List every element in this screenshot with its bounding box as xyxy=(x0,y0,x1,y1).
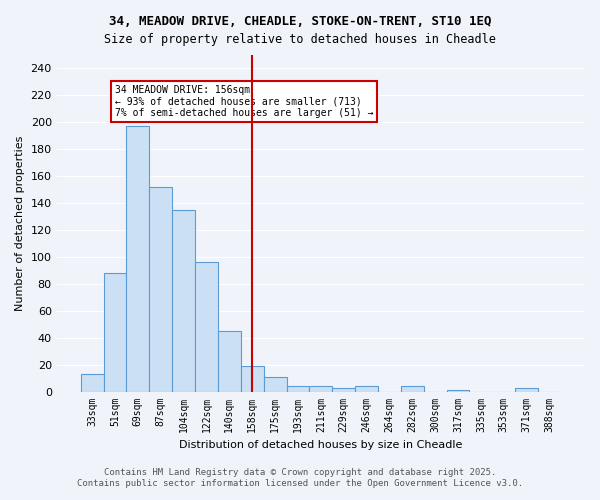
Bar xyxy=(401,386,424,392)
Bar xyxy=(80,374,104,392)
X-axis label: Distribution of detached houses by size in Cheadle: Distribution of detached houses by size … xyxy=(179,440,463,450)
Bar xyxy=(263,376,287,392)
Bar xyxy=(332,388,355,392)
Text: Size of property relative to detached houses in Cheadle: Size of property relative to detached ho… xyxy=(104,32,496,46)
Bar xyxy=(218,331,241,392)
Bar xyxy=(515,388,538,392)
Bar xyxy=(195,262,218,392)
Bar xyxy=(310,386,332,392)
Bar xyxy=(127,126,149,392)
Bar xyxy=(172,210,195,392)
Text: Contains HM Land Registry data © Crown copyright and database right 2025.
Contai: Contains HM Land Registry data © Crown c… xyxy=(77,468,523,487)
Y-axis label: Number of detached properties: Number of detached properties xyxy=(15,136,25,311)
Bar xyxy=(287,386,310,392)
Bar xyxy=(446,390,469,392)
Text: 34, MEADOW DRIVE, CHEADLE, STOKE-ON-TRENT, ST10 1EQ: 34, MEADOW DRIVE, CHEADLE, STOKE-ON-TREN… xyxy=(109,15,491,28)
Bar xyxy=(104,273,127,392)
Bar xyxy=(149,187,172,392)
Bar xyxy=(241,366,263,392)
Text: 34 MEADOW DRIVE: 156sqm
← 93% of detached houses are smaller (713)
7% of semi-de: 34 MEADOW DRIVE: 156sqm ← 93% of detache… xyxy=(115,84,373,118)
Bar xyxy=(355,386,378,392)
